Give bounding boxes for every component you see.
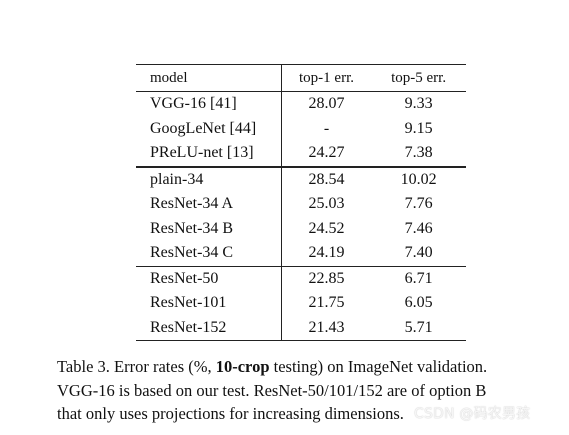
error-rates-table: model top-1 err. top-5 err. VGG-16 [41] …: [136, 64, 466, 341]
model-cell: ResNet-101: [150, 294, 227, 311]
caption-line-1-bold: 10-crop: [215, 357, 270, 376]
top1-cell: 28.07: [280, 91, 372, 117]
model-cell: ResNet-34 A: [150, 195, 234, 212]
top1-cell-best: 21.43: [280, 315, 372, 341]
top5-cell: 7.38: [404, 144, 433, 161]
table-row: VGG-16 [41] 28.07 9.33: [136, 91, 466, 117]
caption-line-3: that only uses projections for increasin…: [57, 404, 404, 423]
table-row: PReLU-net [13] 24.27 7.38: [136, 141, 466, 167]
table-row: ResNet-34 B 24.52 7.46: [136, 216, 466, 241]
top5-cell: 7.46: [404, 219, 433, 237]
top1-cell: 24.19: [280, 241, 372, 266]
group-resnet34: plain-34 28.54 10.02 ResNet-34 A 25.03 7…: [136, 166, 466, 266]
group-baselines: VGG-16 [41] 28.07 9.33 GoogLeNet [44] - …: [136, 91, 466, 167]
top5-cell: 6.05: [404, 294, 433, 311]
caption-line-2: VGG-16 is based on our test. ResNet-50/1…: [57, 380, 487, 400]
table-row: ResNet-34 C 24.19 7.40: [136, 241, 466, 266]
caption-line-1-post: testing) on ImageNet validation.: [269, 357, 488, 376]
top1-cell: 25.03: [280, 192, 372, 217]
model-cell: ResNet-34 B: [150, 219, 234, 237]
results-table-container: model top-1 err. top-5 err. VGG-16 [41] …: [136, 64, 466, 341]
watermark: CSDN @码农男孩: [414, 406, 531, 422]
top5-cell: 6.71: [404, 269, 433, 287]
model-cell: PReLU-net [13]: [150, 144, 254, 161]
top5-cell: 10.02: [400, 170, 437, 188]
header-top5: top-5 err.: [391, 70, 447, 86]
model-cell: plain-34: [150, 170, 204, 188]
model-cell: ResNet-152: [150, 318, 227, 336]
table-caption: Table 3. Error rates (%, 10-crop testing…: [57, 355, 567, 426]
top1-cell: 21.75: [280, 291, 372, 316]
top1-cell: 24.52: [280, 216, 372, 241]
table-header-row: model top-1 err. top-5 err.: [136, 64, 466, 92]
top5-cell: 9.15: [404, 119, 433, 137]
top1-cell: 28.54: [280, 166, 372, 192]
caption-line-1: Table 3. Error rates (%, 10-crop testing…: [57, 355, 567, 379]
group-deep-resnets: ResNet-50 22.85 6.71 ResNet-101 21.75 6.…: [136, 266, 466, 341]
header-model: model: [150, 70, 188, 86]
table-row: GoogLeNet [44] - 9.15: [136, 116, 466, 141]
model-cell: ResNet-50: [150, 269, 219, 287]
model-cell: VGG-16 [41]: [150, 95, 237, 112]
top1-cell: 22.85: [280, 266, 372, 291]
table-row: plain-34 28.54 10.02: [136, 166, 466, 192]
table-row: ResNet-101 21.75 6.05: [136, 291, 466, 316]
top1-cell: 24.27: [280, 141, 372, 167]
top1-cell: -: [280, 116, 372, 141]
header-top1: top-1 err.: [280, 64, 372, 92]
table-row: ResNet-50 22.85 6.71: [136, 266, 466, 291]
top5-cell: 9.33: [404, 95, 433, 112]
top5-cell: 7.40: [404, 244, 433, 261]
caption-line-1-pre: Table 3. Error rates (%,: [57, 357, 216, 376]
top5-cell-best: 5.71: [404, 318, 433, 336]
table-row: ResNet-152 21.43 5.71: [136, 315, 466, 341]
model-cell: ResNet-34 C: [150, 244, 234, 261]
model-cell: GoogLeNet [44]: [150, 119, 257, 137]
table-row: ResNet-34 A 25.03 7.76: [136, 192, 466, 217]
top5-cell: 7.76: [404, 195, 433, 212]
